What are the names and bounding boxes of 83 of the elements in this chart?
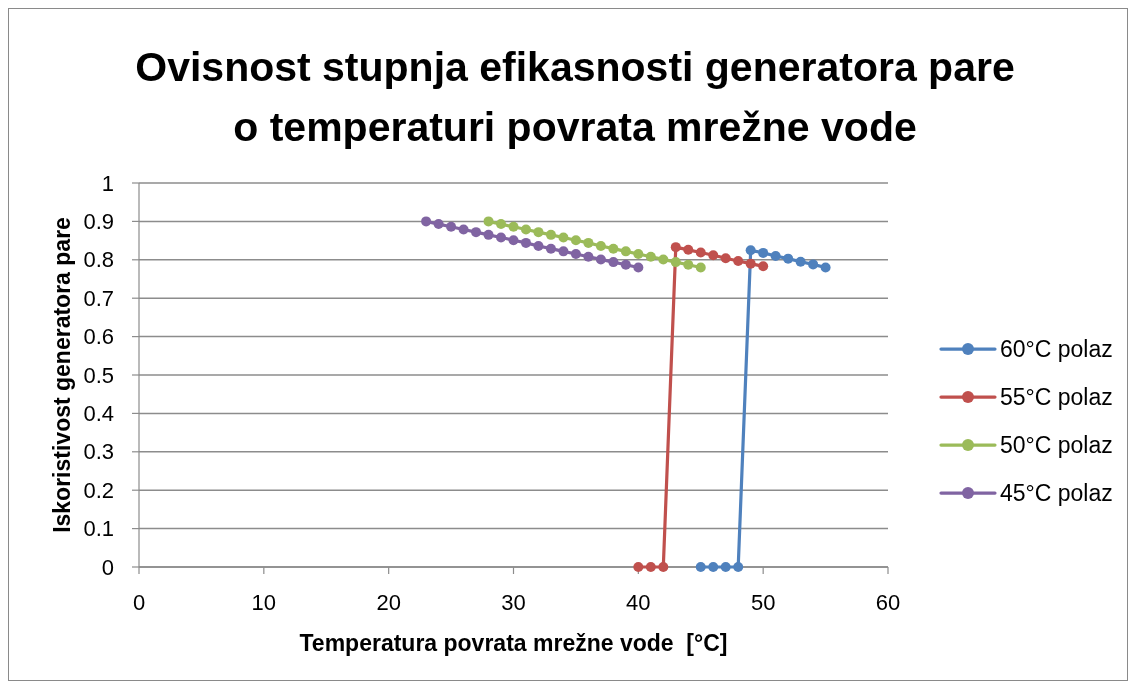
x-tick-label: 20 — [376, 590, 401, 615]
point — [758, 261, 769, 272]
point — [608, 243, 619, 254]
point — [720, 562, 731, 572]
point — [720, 253, 731, 264]
point — [733, 255, 744, 266]
point — [520, 237, 531, 248]
y-tick-label: 0.2 — [83, 477, 114, 503]
y-tick-label: 0 — [101, 554, 114, 580]
point — [446, 221, 457, 232]
point — [533, 240, 544, 251]
point — [496, 219, 507, 230]
point — [633, 562, 644, 572]
point — [533, 227, 544, 238]
point — [758, 247, 769, 258]
y-axis-title: Iskoristivost generatora pare — [49, 217, 75, 533]
point — [570, 249, 581, 260]
y-tick-label: 0.9 — [83, 208, 114, 234]
point — [795, 256, 806, 267]
point — [658, 562, 669, 572]
point — [708, 562, 719, 572]
point — [633, 249, 644, 260]
point — [620, 259, 631, 270]
point — [645, 251, 656, 262]
legend-label: 60°C polaz — [1000, 336, 1113, 363]
point — [670, 257, 681, 268]
x-tick-label: 40 — [626, 590, 651, 615]
point — [471, 227, 482, 238]
point — [583, 251, 594, 262]
y-tick-label: 0.1 — [83, 516, 114, 542]
point — [683, 244, 694, 255]
point — [695, 262, 706, 273]
y-tick-label: 0.8 — [83, 247, 114, 273]
x-tick-label: 50 — [750, 590, 776, 615]
y-tick-label: 0.3 — [83, 439, 114, 465]
point — [808, 259, 819, 270]
y-tick-label: 0.5 — [83, 362, 114, 388]
point — [783, 253, 794, 264]
y-tick-label: 0.4 — [83, 400, 114, 426]
point — [820, 262, 831, 273]
point — [520, 224, 531, 235]
y-tick-label: 0.6 — [83, 324, 114, 350]
chart-title: Ovisnost stupnja efikasnosti generatora pare o temperaturi povrata mrežne vode — [135, 44, 1015, 150]
point — [508, 221, 519, 232]
point — [620, 246, 631, 257]
legend-label: 50°C polaz — [1000, 432, 1113, 459]
point — [496, 232, 507, 243]
point — [645, 562, 656, 572]
point — [421, 216, 432, 227]
point — [595, 240, 606, 251]
y-tick-label: 0.7 — [83, 285, 114, 311]
point — [483, 229, 494, 240]
point — [545, 229, 556, 240]
x-tick-label: 0 — [132, 590, 146, 615]
legend-label: 45°C polaz — [1000, 480, 1113, 507]
y-tick-label: 1 — [101, 170, 114, 196]
point — [483, 216, 494, 227]
point — [545, 243, 556, 254]
point — [633, 262, 644, 273]
point — [558, 246, 569, 257]
point — [508, 235, 519, 246]
x-axis-title: Temperatura povrata mrežne vode [°C] — [299, 630, 728, 656]
point — [570, 235, 581, 246]
point — [583, 237, 594, 248]
point — [745, 258, 756, 269]
point — [433, 219, 444, 230]
x-tick-label: 60 — [875, 590, 901, 615]
point — [733, 562, 744, 572]
x-tick-label: 10 — [251, 590, 277, 615]
point — [458, 224, 469, 235]
point — [670, 242, 681, 253]
point — [558, 232, 569, 243]
point — [608, 257, 619, 268]
point — [683, 259, 694, 270]
point — [745, 245, 756, 256]
point — [695, 562, 706, 572]
x-tick-label: 30 — [501, 590, 526, 615]
point — [770, 250, 781, 261]
point — [658, 254, 669, 265]
point — [695, 247, 706, 258]
point — [708, 250, 719, 261]
legend-label: 55°C polaz — [1000, 384, 1113, 411]
point — [595, 254, 606, 265]
